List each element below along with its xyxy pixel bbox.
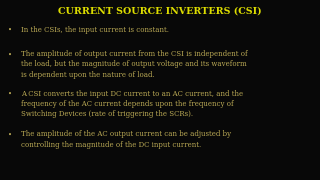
Text: •: • bbox=[8, 130, 12, 138]
Text: CURRENT SOURCE INVERTERS (CSI): CURRENT SOURCE INVERTERS (CSI) bbox=[58, 6, 262, 15]
Text: In the CSIs, the input current is constant.: In the CSIs, the input current is consta… bbox=[21, 26, 169, 34]
Text: •: • bbox=[8, 50, 12, 58]
Text: •: • bbox=[8, 26, 12, 34]
Text: The amplitude of output current from the CSI is independent of
the load, but the: The amplitude of output current from the… bbox=[21, 50, 247, 79]
Text: A CSI converts the input DC current to an AC current, and the
frequency of the A: A CSI converts the input DC current to a… bbox=[21, 90, 243, 118]
Text: The amplitude of the AC output current can be adjusted by
controlling the magnit: The amplitude of the AC output current c… bbox=[21, 130, 231, 149]
Text: •: • bbox=[8, 90, 12, 98]
